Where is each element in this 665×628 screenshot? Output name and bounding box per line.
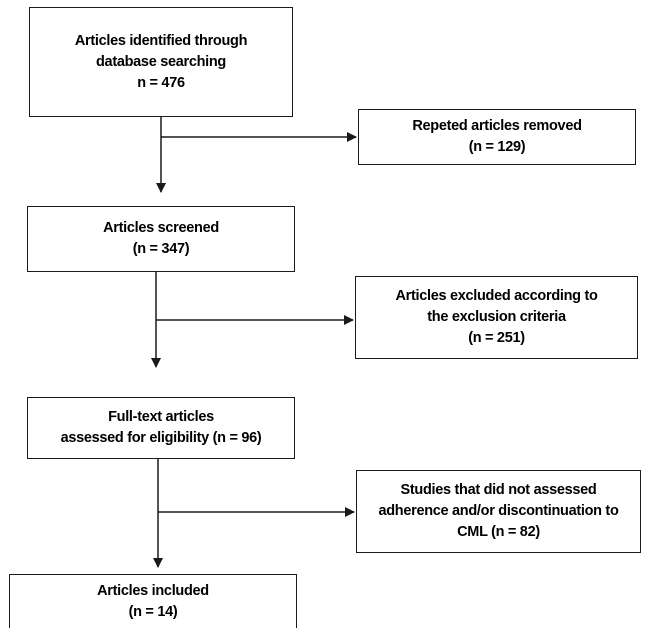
box-screened-line-2: (n = 347)	[132, 241, 190, 257]
box-screened-line-1: Articles screened	[103, 220, 219, 236]
box-screened: Articles screened (n = 347)	[27, 206, 295, 272]
box-fulltext: Full-text articles assessed for eligibil…	[27, 397, 295, 459]
box-excluded: Articles excluded according to the exclu…	[355, 276, 638, 359]
box-included: Articles included (n = 14)	[9, 574, 297, 628]
box-included-line-2: (n = 14)	[128, 604, 178, 620]
box-duplicates-line-2: (n = 129)	[468, 139, 526, 155]
box-duplicates-line-1: Repeted articles removed	[412, 118, 582, 134]
box-identified-line-2: database searching	[96, 53, 226, 70]
box-not-assessed: Studies that did not assessed adherence …	[356, 470, 641, 553]
box-not-assessed-line-2: adherence and/or discontinuation to	[378, 503, 619, 519]
box-fulltext-line-2: assessed for eligibility (n = 96)	[60, 430, 262, 446]
box-identified-line-3: n = 476	[137, 74, 185, 91]
box-excluded-line-3: (n = 251)	[468, 330, 525, 346]
box-fulltext-line-1: Full-text articles	[108, 409, 214, 425]
box-identified-line-1: Articles identified through	[74, 32, 248, 49]
box-excluded-line-1: Articles excluded according to	[395, 288, 598, 304]
box-identified: Articles identified through database sea…	[29, 7, 293, 117]
box-not-assessed-line-3: CML (n = 82)	[457, 524, 540, 540]
box-included-line-1: Articles included	[97, 583, 209, 599]
box-duplicates-removed: Repeted articles removed (n = 129)	[358, 109, 636, 165]
box-not-assessed-line-1: Studies that did not assessed	[400, 482, 597, 498]
box-excluded-line-2: the exclusion criteria	[427, 309, 566, 325]
